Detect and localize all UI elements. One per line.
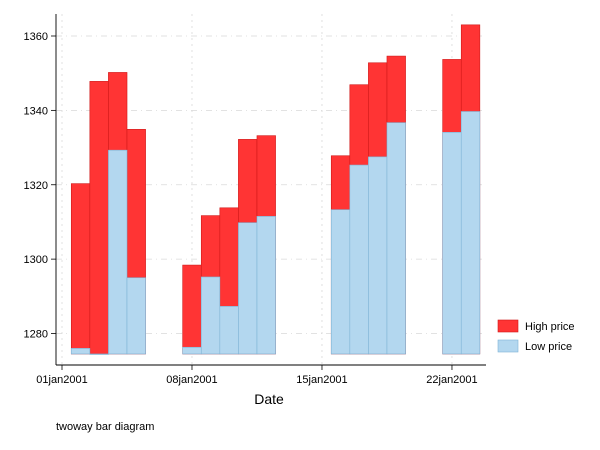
- bar-low-price: [70, 348, 91, 355]
- bar-low-price: [126, 277, 146, 355]
- legend: High price Low price: [497, 319, 575, 353]
- bar-high-price: [89, 81, 109, 355]
- bar-low-price: [238, 222, 258, 355]
- bar-low-price: [330, 209, 351, 355]
- y-tick-label: 1360: [24, 31, 48, 43]
- bars: [70, 24, 481, 355]
- legend-label: High price: [525, 321, 575, 333]
- bar-high-price: [182, 264, 202, 355]
- bar-low-price: [460, 111, 481, 355]
- y-tick-label: 1320: [24, 180, 48, 192]
- bar-low-price: [368, 156, 388, 355]
- bar-low-price: [200, 276, 221, 355]
- axes: 1280 1300 1320 1340 1360 01jan2001 08jan2001 15…: [24, 14, 486, 386]
- x-tick-label: 15jan2001: [296, 374, 347, 386]
- legend-swatch: [497, 339, 519, 353]
- bar-low-price: [349, 164, 369, 355]
- bar-low-price: [256, 216, 276, 355]
- y-tick-label: 1300: [24, 254, 48, 266]
- x-tick-label: 08jan2001: [166, 374, 217, 386]
- y-tick-label: 1340: [24, 105, 48, 117]
- legend-swatch: [497, 319, 519, 333]
- bar-low-price: [442, 132, 462, 355]
- legend-label: Low price: [525, 341, 572, 353]
- bar-low-price: [219, 306, 239, 355]
- bar-low-price: [89, 353, 109, 355]
- bar-low-price: [182, 346, 202, 355]
- x-tick-label: 01jan2001: [36, 374, 87, 386]
- y-tick-label: 1280: [24, 329, 48, 341]
- chart-note: twoway bar diagram: [56, 421, 154, 433]
- bar-high-price: [70, 183, 91, 355]
- x-axis-title: Date: [254, 391, 284, 407]
- bar-low-price: [386, 122, 406, 355]
- x-tick-label: 22jan2001: [426, 374, 477, 386]
- bar-low-price: [108, 149, 128, 355]
